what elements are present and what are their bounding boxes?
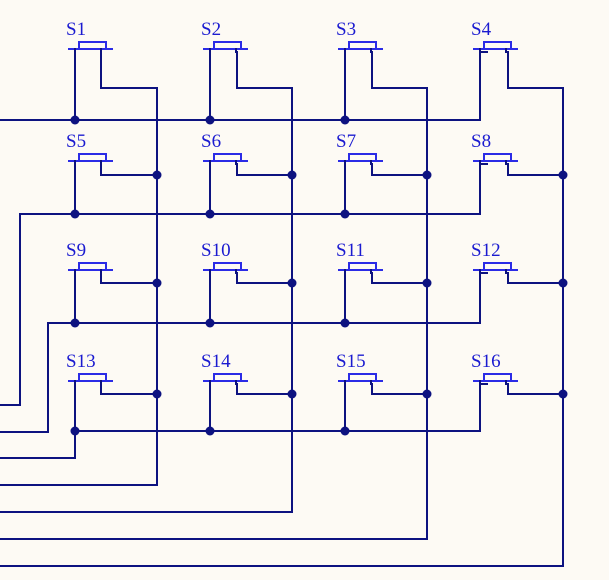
junction-dot: [340, 318, 350, 328]
push-button-switch: S10: [201, 240, 248, 274]
switch-plunger-cap: [213, 41, 242, 50]
row-bus-wires: [0, 51, 488, 459]
junction-dot: [70, 209, 80, 219]
switch-label: S11: [336, 240, 365, 261]
switch-label: S9: [66, 240, 86, 261]
junction-dot: [70, 426, 80, 436]
column-bus-3: [0, 51, 428, 540]
junction-dot: [205, 209, 215, 219]
column-bus-4: [0, 51, 564, 567]
switch-label: S4: [471, 19, 492, 40]
switch-plunger-cap: [348, 153, 377, 162]
push-button-switch: S16: [471, 351, 518, 385]
switch-label: S3: [336, 19, 356, 40]
switch-plunger-cap: [483, 373, 512, 382]
switch-plunger-cap: [78, 41, 107, 50]
right-pin-stubs: [100, 163, 564, 395]
switch-label: S15: [336, 351, 366, 372]
junction-dot: [70, 318, 80, 328]
switch-label: S10: [201, 240, 231, 261]
junction-dot: [70, 115, 80, 125]
push-button-switch: S15: [336, 351, 383, 385]
push-button-switch: S4: [471, 19, 518, 53]
junction-dot: [152, 170, 162, 180]
switch-label: S7: [336, 131, 356, 152]
push-button-switch: S5: [66, 131, 113, 165]
switch-plunger-cap: [483, 153, 512, 162]
push-button-switch: S3: [336, 19, 383, 53]
push-button-switch: S12: [471, 240, 518, 274]
switch-label: S13: [66, 351, 96, 372]
switch-plunger-cap: [348, 373, 377, 382]
switch-plunger-cap: [78, 373, 107, 382]
switch-grid: S1 S2 S3 S4 S5 S6 S7 S8 S9 S10 S11 S12 S13 S14 S15 S16: [66, 19, 518, 385]
junction-dot: [422, 278, 432, 288]
switch-plunger-cap: [348, 41, 377, 50]
switch-plunger-cap: [213, 262, 242, 271]
switch-plunger-cap: [483, 262, 512, 271]
switch-plunger-cap: [78, 262, 107, 271]
push-button-switch: S11: [336, 240, 383, 274]
push-button-switch: S2: [201, 19, 248, 53]
junction-dot: [152, 389, 162, 399]
switch-plunger-cap: [348, 262, 377, 271]
junction-dots: [70, 115, 568, 436]
junction-dot: [205, 318, 215, 328]
switch-label: S14: [201, 351, 231, 372]
switch-label: S16: [471, 351, 501, 372]
push-button-switch: S13: [66, 351, 113, 385]
row-bus-1: [0, 51, 488, 121]
push-button-switch: S8: [471, 131, 518, 165]
junction-dot: [422, 389, 432, 399]
junction-dot: [422, 170, 432, 180]
switch-label: S1: [66, 19, 86, 40]
switch-plunger-cap: [483, 41, 512, 50]
junction-dot: [558, 389, 568, 399]
column-bus-2: [0, 51, 293, 513]
column-bus-1: [0, 51, 158, 486]
junction-dot: [287, 389, 297, 399]
switch-plunger-cap: [213, 153, 242, 162]
row-bus-2-main: [0, 163, 488, 406]
junction-dot: [287, 170, 297, 180]
push-button-switch: S6: [201, 131, 248, 165]
junction-dot: [205, 115, 215, 125]
junction-dot: [152, 278, 162, 288]
push-button-switch: S7: [336, 131, 383, 165]
switch-label: S6: [201, 131, 221, 152]
switch-label: S8: [471, 131, 491, 152]
left-pin-drops: [74, 51, 346, 432]
switch-label: S12: [471, 240, 501, 261]
switch-label: S5: [66, 131, 86, 152]
push-button-switch: S14: [201, 351, 248, 385]
switch-plunger-cap: [213, 373, 242, 382]
junction-dot: [340, 426, 350, 436]
junction-dot: [558, 170, 568, 180]
push-button-switch: S1: [66, 19, 113, 53]
row-bus-4-main: [0, 383, 488, 459]
row-bus-3-main: [0, 272, 488, 433]
switch-plunger-cap: [78, 153, 107, 162]
junction-dot: [340, 115, 350, 125]
junction-dot: [340, 209, 350, 219]
junction-dot: [558, 278, 568, 288]
switch-label: S2: [201, 19, 221, 40]
column-bus-wires: [0, 51, 564, 567]
junction-dot: [205, 426, 215, 436]
push-button-switch: S9: [66, 240, 113, 274]
junction-dot: [287, 278, 297, 288]
